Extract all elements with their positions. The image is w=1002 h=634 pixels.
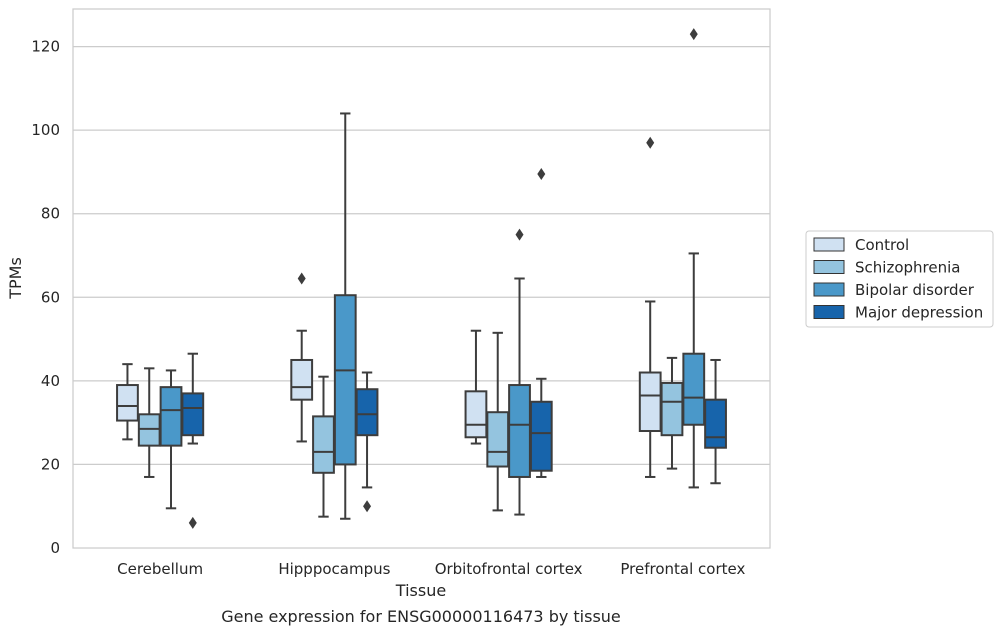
plot-frame xyxy=(72,8,771,549)
x-tick-label: Cerebellum xyxy=(117,560,203,578)
box xyxy=(682,352,706,426)
legend-swatch xyxy=(813,237,845,252)
y-tick-label: 60 xyxy=(41,288,60,306)
x-tick-label: Orbitofrontal cortex xyxy=(435,560,583,578)
outlier-point xyxy=(646,136,655,149)
legend-label: Bipolar disorder xyxy=(855,281,975,299)
legend-swatch xyxy=(813,305,845,319)
box xyxy=(333,294,357,466)
legend-swatch xyxy=(813,260,845,274)
y-axis-label: TPMs xyxy=(6,257,25,300)
legend: Control Schizophrenia Bipolar disorder Majo… xyxy=(805,230,994,328)
grid-lines xyxy=(73,45,770,466)
outlier-point xyxy=(537,168,546,181)
legend-label: Major depression xyxy=(855,304,983,322)
box xyxy=(137,413,161,447)
y-tick-label: 120 xyxy=(31,38,60,56)
box xyxy=(464,390,488,439)
x-axis-label: Tissue xyxy=(395,581,446,600)
box xyxy=(312,415,335,474)
box xyxy=(529,400,553,472)
outlier-point xyxy=(188,516,197,529)
outlier-point xyxy=(689,28,698,41)
box xyxy=(290,358,314,401)
y-tick-label: 20 xyxy=(41,455,60,473)
x-tick-label: Prefrontal cortex xyxy=(620,560,745,578)
x-tick-label: Hipppocampus xyxy=(278,560,390,578)
box xyxy=(116,384,139,422)
y-tick-label: 100 xyxy=(31,121,60,139)
box-group xyxy=(116,28,727,529)
legend-label: Schizophrenia xyxy=(855,259,960,277)
outlier-point xyxy=(297,272,306,285)
box xyxy=(486,411,510,468)
legend-swatch xyxy=(813,282,845,297)
y-tick-label: 40 xyxy=(41,372,60,390)
box xyxy=(355,388,379,437)
chart-caption: Gene expression for ENSG00000116473 by t… xyxy=(221,607,621,626)
y-tick-label: 0 xyxy=(50,539,60,557)
legend-label: Control xyxy=(855,236,909,254)
outlier-point xyxy=(363,500,372,513)
outlier-point xyxy=(515,228,524,241)
y-tick-label: 80 xyxy=(41,205,60,223)
box xyxy=(159,386,183,447)
box xyxy=(638,371,662,433)
box xyxy=(508,384,531,478)
box xyxy=(704,398,727,449)
legend-frame xyxy=(805,230,994,328)
y-tick-labels: 0 20 40 60 80 100 120 xyxy=(31,38,60,557)
box xyxy=(181,392,205,437)
box xyxy=(660,381,684,437)
x-tick-labels: Cerebellum Hipppocampus Orbitofrontal cort… xyxy=(117,560,745,578)
